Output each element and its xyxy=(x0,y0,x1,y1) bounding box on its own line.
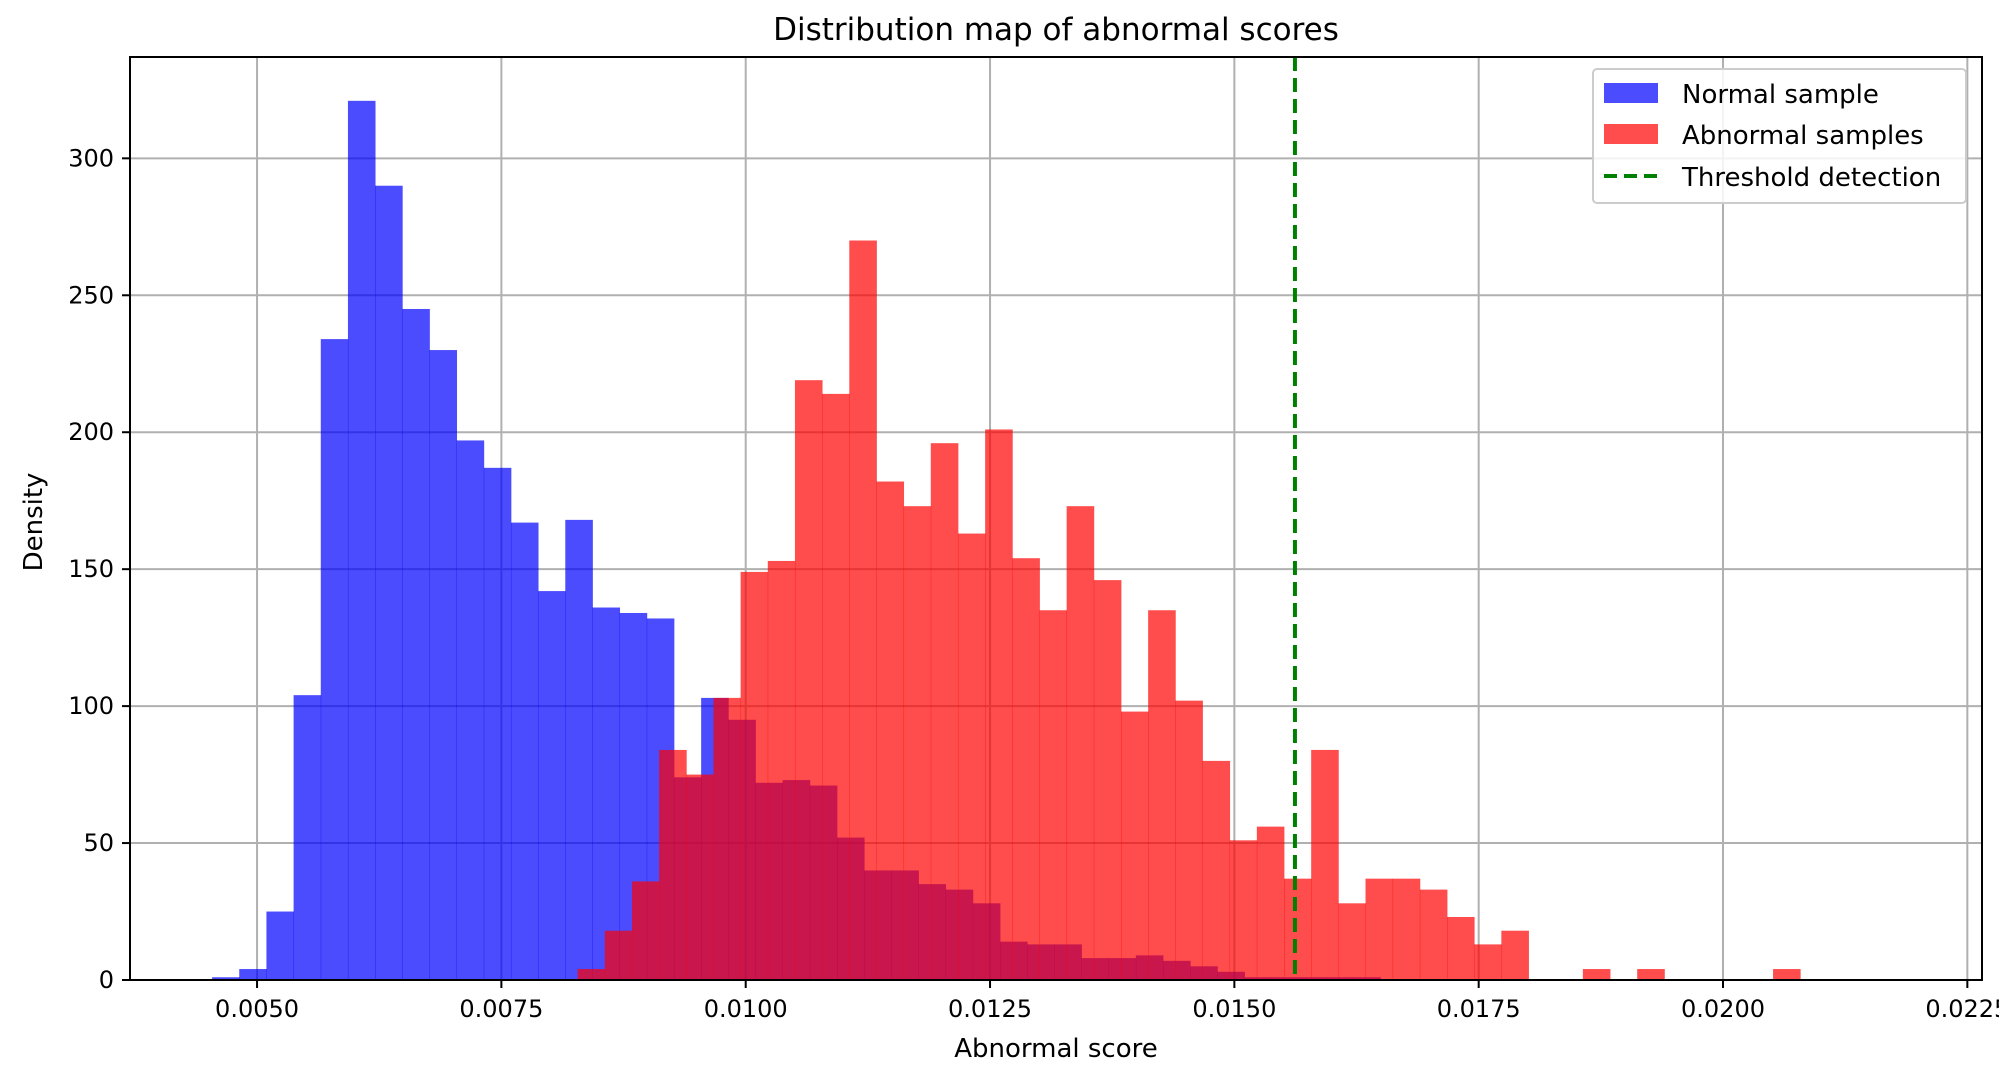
bars xyxy=(212,100,1801,981)
y-tick-label: 50 xyxy=(83,829,114,857)
normal-sample-bar xyxy=(320,339,349,980)
abnormal-sample-bar xyxy=(659,749,687,980)
abnormal-sample-bar xyxy=(794,380,823,980)
legend-box xyxy=(1592,68,1967,204)
legend-swatch-abnormal xyxy=(1604,124,1658,144)
abnormal-sample-bar xyxy=(1039,610,1068,980)
abnormal-sample-bar xyxy=(1501,930,1529,980)
normal-sample-bar xyxy=(375,185,403,981)
abnormal-sample-bar xyxy=(1066,506,1095,980)
abnormal-sample-bar xyxy=(740,571,769,980)
abnormal-sample-bar xyxy=(767,560,796,980)
legend-label-threshold: Threshold detection xyxy=(1681,163,1941,193)
normal-sample-bar xyxy=(456,440,485,980)
abnormal-sample-bar xyxy=(604,930,633,980)
abnormal-sample-bar xyxy=(1392,878,1421,980)
abnormal-sample-bar xyxy=(1148,610,1176,980)
normal-sample-bar xyxy=(429,350,458,981)
abnormal-sample-bar xyxy=(849,240,877,980)
abnormal-sample-bar xyxy=(985,429,1013,980)
abnormal-sample-bar xyxy=(577,969,606,980)
chart-title: Distribution map of abnormal scores xyxy=(773,12,1339,48)
x-tick-label: 0.0100 xyxy=(704,995,788,1023)
x-tick-label: 0.0225 xyxy=(1925,995,1999,1023)
abnormal-sample-bar xyxy=(1447,917,1475,980)
abnormal-sample-bar xyxy=(686,774,714,980)
axis-ticks: 0.0050 0.0075 0.0100 0.0125 0.0150 0.0175 0.02… xyxy=(68,144,1999,1023)
abnormal-sample-bar xyxy=(1175,700,1203,980)
abnormal-sample-bar xyxy=(1093,580,1122,980)
x-tick-label: 0.0175 xyxy=(1437,995,1521,1023)
abnormal-sample-bar xyxy=(930,443,959,980)
abnormal-sample-bar xyxy=(903,506,932,980)
normal-sample-bar xyxy=(538,591,566,980)
plot-frame xyxy=(129,56,1983,981)
abnormal-sample-bar xyxy=(1582,969,1611,980)
y-tick-label: 100 xyxy=(68,692,114,720)
abnormal-sample-bar xyxy=(1120,711,1149,980)
normal-sample-bar xyxy=(402,308,430,980)
x-axis-label: Abnormal score xyxy=(954,1034,1158,1064)
abnormal-sample-bar xyxy=(1338,903,1366,980)
x-tick-label: 0.0200 xyxy=(1681,995,1765,1023)
y-tick-label: 200 xyxy=(68,418,114,446)
legend-label-abnormal: Abnormal samples xyxy=(1682,121,1924,151)
y-axis-label: Density xyxy=(19,473,49,572)
normal-sample-bar xyxy=(510,522,539,980)
abnormal-sample-bar xyxy=(1474,944,1502,980)
abnormal-sample-bar xyxy=(1637,969,1665,980)
x-tick-label: 0.0050 xyxy=(215,995,299,1023)
abnormal-sample-bar xyxy=(1012,558,1040,980)
legend: Normal sample Abnormal samples Threshold… xyxy=(1592,68,1967,204)
legend-label-normal: Normal sample xyxy=(1682,80,1879,110)
abnormal-sample-bar xyxy=(1773,969,1801,980)
abnormal-sample-bar xyxy=(1284,878,1312,980)
normal-sample-bar xyxy=(212,977,240,980)
x-tick-label: 0.0150 xyxy=(1192,995,1276,1023)
normal-sample-bar xyxy=(592,607,621,980)
abnormal-sample-bar xyxy=(1202,760,1231,980)
x-tick-label: 0.0075 xyxy=(459,995,543,1023)
y-tick-label: 250 xyxy=(68,281,114,309)
y-tick-label: 0 xyxy=(99,966,114,994)
normal-sample-bar xyxy=(239,969,267,980)
legend-swatch-normal xyxy=(1604,83,1658,103)
abnormal-sample-bar xyxy=(631,881,660,980)
normal-sample-bar xyxy=(565,519,593,980)
abnormal-sample-bar xyxy=(1229,840,1258,980)
normal-sample-bar xyxy=(266,911,295,980)
y-tick-label: 150 xyxy=(68,555,114,583)
abnormal-sample-bar xyxy=(1365,878,1394,980)
abnormal-sample-bar xyxy=(957,533,986,980)
normal-sample-bar xyxy=(347,100,376,980)
abnormal-sample-bar xyxy=(1419,889,1448,980)
normal-sample-bar xyxy=(483,467,512,980)
abnormal-sample-bar xyxy=(822,393,850,980)
y-tick-label: 300 xyxy=(68,144,114,172)
normal-sample-bar xyxy=(293,695,322,980)
abnormal-sample-bar xyxy=(876,481,905,980)
abnormal-sample-bar xyxy=(713,697,742,980)
abnormal-sample-bar xyxy=(1256,826,1285,980)
abnormal-sample-bar xyxy=(1311,749,1339,980)
x-tick-label: 0.0125 xyxy=(948,995,1032,1023)
